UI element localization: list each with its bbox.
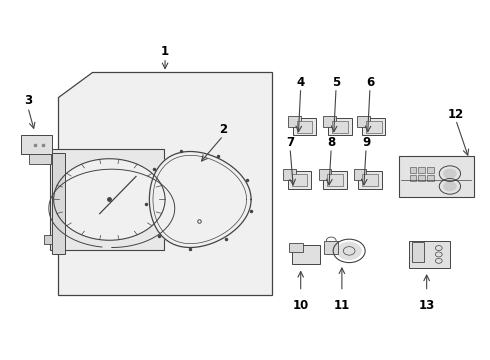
Bar xyxy=(418,167,425,173)
Bar xyxy=(324,240,338,254)
Bar xyxy=(288,171,311,189)
Polygon shape xyxy=(58,72,271,295)
Bar xyxy=(52,153,65,253)
Text: 10: 10 xyxy=(293,299,309,312)
Text: 8: 8 xyxy=(327,136,335,149)
Text: 13: 13 xyxy=(418,299,435,312)
Bar xyxy=(409,241,450,268)
Bar xyxy=(289,243,303,252)
Circle shape xyxy=(337,242,362,260)
Bar xyxy=(323,116,336,127)
Circle shape xyxy=(443,181,457,192)
Text: 7: 7 xyxy=(286,136,294,149)
Bar xyxy=(427,175,434,181)
Polygon shape xyxy=(149,152,251,247)
Bar xyxy=(362,174,378,186)
Bar xyxy=(21,135,52,154)
Text: 4: 4 xyxy=(296,76,305,89)
Bar xyxy=(318,169,331,180)
Bar xyxy=(358,171,382,189)
Bar xyxy=(323,171,347,189)
Text: 1: 1 xyxy=(161,45,169,58)
Text: 11: 11 xyxy=(334,299,350,312)
Bar xyxy=(332,121,348,132)
Text: 9: 9 xyxy=(362,136,370,149)
Bar xyxy=(328,118,352,135)
Text: 2: 2 xyxy=(219,123,227,136)
Bar xyxy=(283,169,296,180)
Bar xyxy=(357,116,370,127)
Bar xyxy=(44,156,52,164)
Bar xyxy=(362,118,386,135)
Bar xyxy=(410,175,416,181)
Bar xyxy=(29,154,51,165)
Bar xyxy=(288,116,301,127)
Bar xyxy=(292,174,308,186)
Bar xyxy=(418,175,425,181)
Bar xyxy=(366,121,382,132)
Bar xyxy=(327,174,343,186)
Circle shape xyxy=(443,168,457,179)
Bar xyxy=(412,242,424,262)
Text: 3: 3 xyxy=(24,94,32,107)
Text: 5: 5 xyxy=(332,76,340,89)
Bar xyxy=(399,156,474,197)
Text: 6: 6 xyxy=(366,76,374,89)
Bar xyxy=(293,118,316,135)
Bar xyxy=(410,167,416,173)
Circle shape xyxy=(53,159,165,240)
Bar xyxy=(427,167,434,173)
Bar xyxy=(44,235,52,244)
Bar xyxy=(353,169,366,180)
Bar xyxy=(292,245,319,264)
Bar xyxy=(50,149,164,250)
Text: 12: 12 xyxy=(447,108,464,121)
Bar xyxy=(297,121,312,132)
